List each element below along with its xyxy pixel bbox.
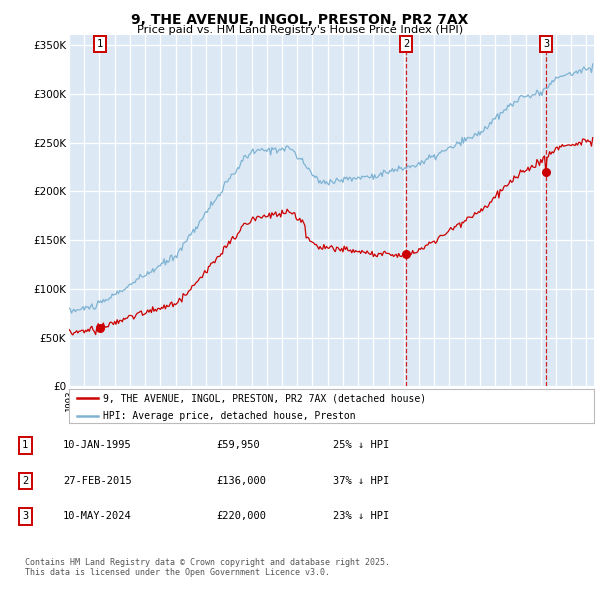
Text: £136,000: £136,000 bbox=[216, 476, 266, 486]
Text: HPI: Average price, detached house, Preston: HPI: Average price, detached house, Pres… bbox=[103, 411, 356, 421]
Text: 2: 2 bbox=[403, 40, 409, 50]
Text: 1: 1 bbox=[22, 441, 28, 450]
Text: 27-FEB-2015: 27-FEB-2015 bbox=[63, 476, 132, 486]
Text: 3: 3 bbox=[22, 512, 28, 521]
Text: 3: 3 bbox=[543, 40, 550, 50]
Text: 9, THE AVENUE, INGOL, PRESTON, PR2 7AX (detached house): 9, THE AVENUE, INGOL, PRESTON, PR2 7AX (… bbox=[103, 393, 426, 403]
Text: 37% ↓ HPI: 37% ↓ HPI bbox=[333, 476, 389, 486]
Text: 1: 1 bbox=[97, 40, 103, 50]
Text: 9, THE AVENUE, INGOL, PRESTON, PR2 7AX: 9, THE AVENUE, INGOL, PRESTON, PR2 7AX bbox=[131, 13, 469, 27]
Text: £220,000: £220,000 bbox=[216, 512, 266, 521]
Text: 10-MAY-2024: 10-MAY-2024 bbox=[63, 512, 132, 521]
Text: 10-JAN-1995: 10-JAN-1995 bbox=[63, 441, 132, 450]
Text: 25% ↓ HPI: 25% ↓ HPI bbox=[333, 441, 389, 450]
Text: £59,950: £59,950 bbox=[216, 441, 260, 450]
Text: 2: 2 bbox=[22, 476, 28, 486]
Text: 23% ↓ HPI: 23% ↓ HPI bbox=[333, 512, 389, 521]
Text: Contains HM Land Registry data © Crown copyright and database right 2025.
This d: Contains HM Land Registry data © Crown c… bbox=[25, 558, 390, 577]
Text: Price paid vs. HM Land Registry's House Price Index (HPI): Price paid vs. HM Land Registry's House … bbox=[137, 25, 463, 35]
